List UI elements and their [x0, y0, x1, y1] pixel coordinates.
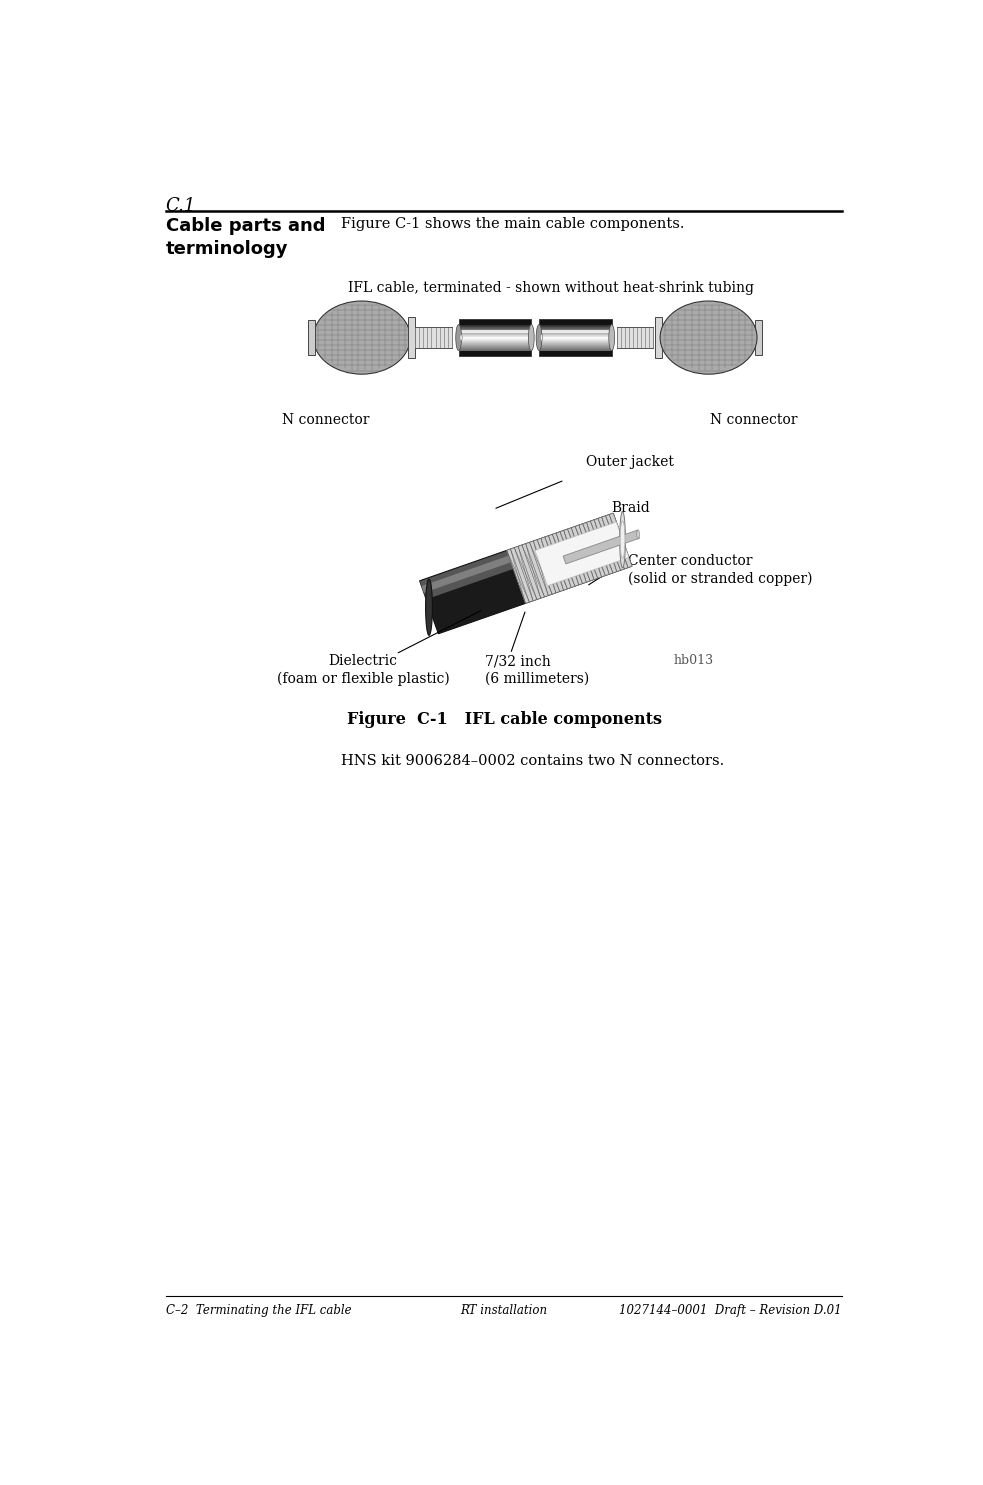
Text: 1027144–0001  Draft – Revision D.01: 1027144–0001 Draft – Revision D.01	[619, 1304, 842, 1317]
Ellipse shape	[637, 530, 639, 539]
Bar	[616, 327, 654, 347]
Bar	[459, 319, 531, 356]
Ellipse shape	[314, 301, 410, 374]
Polygon shape	[563, 530, 639, 564]
Text: hb013: hb013	[673, 653, 714, 667]
Text: Outer jacket: Outer jacket	[586, 456, 674, 469]
Bar	[755, 321, 762, 355]
Text: 7/32 inch
(6 millimeters): 7/32 inch (6 millimeters)	[485, 653, 589, 686]
Polygon shape	[506, 514, 632, 603]
Text: N connector: N connector	[282, 413, 370, 428]
Bar	[408, 318, 415, 358]
Text: C–2  Terminating the IFL cable: C–2 Terminating the IFL cable	[165, 1304, 351, 1317]
Polygon shape	[420, 514, 619, 600]
Polygon shape	[420, 514, 632, 634]
Bar	[539, 319, 611, 356]
Polygon shape	[422, 518, 617, 593]
Bar	[309, 321, 316, 355]
Ellipse shape	[541, 334, 543, 342]
Text: Figure  C-1   IFL cable components: Figure C-1 IFL cable components	[347, 711, 662, 728]
Ellipse shape	[620, 521, 625, 558]
Text: Dielectric
(foam or flexible plastic): Dielectric (foam or flexible plastic)	[277, 653, 449, 686]
Text: C.1: C.1	[165, 198, 196, 215]
Ellipse shape	[619, 512, 625, 567]
Ellipse shape	[536, 325, 542, 350]
Ellipse shape	[460, 334, 462, 342]
Bar	[415, 327, 452, 347]
Polygon shape	[535, 523, 629, 585]
Text: N connector: N connector	[710, 413, 797, 428]
Ellipse shape	[529, 325, 534, 350]
Text: Braid: Braid	[611, 502, 650, 515]
Text: Center conductor
(solid or stranded copper): Center conductor (solid or stranded copp…	[628, 554, 813, 585]
Ellipse shape	[426, 579, 433, 636]
Text: RT installation: RT installation	[460, 1304, 548, 1317]
Text: Cable parts and
terminology: Cable parts and terminology	[165, 217, 325, 257]
Text: Figure C-1 shows the main cable components.: Figure C-1 shows the main cable componen…	[341, 217, 685, 230]
Bar	[459, 330, 531, 333]
Ellipse shape	[661, 301, 757, 374]
Bar	[656, 318, 663, 358]
Bar	[539, 330, 611, 333]
Ellipse shape	[456, 325, 462, 350]
Text: IFL cable, terminated - shown without heat-shrink tubing: IFL cable, terminated - shown without he…	[348, 281, 754, 294]
Text: HNS kit 9006284–0002 contains two N connectors.: HNS kit 9006284–0002 contains two N conn…	[341, 754, 724, 768]
Ellipse shape	[608, 325, 614, 350]
